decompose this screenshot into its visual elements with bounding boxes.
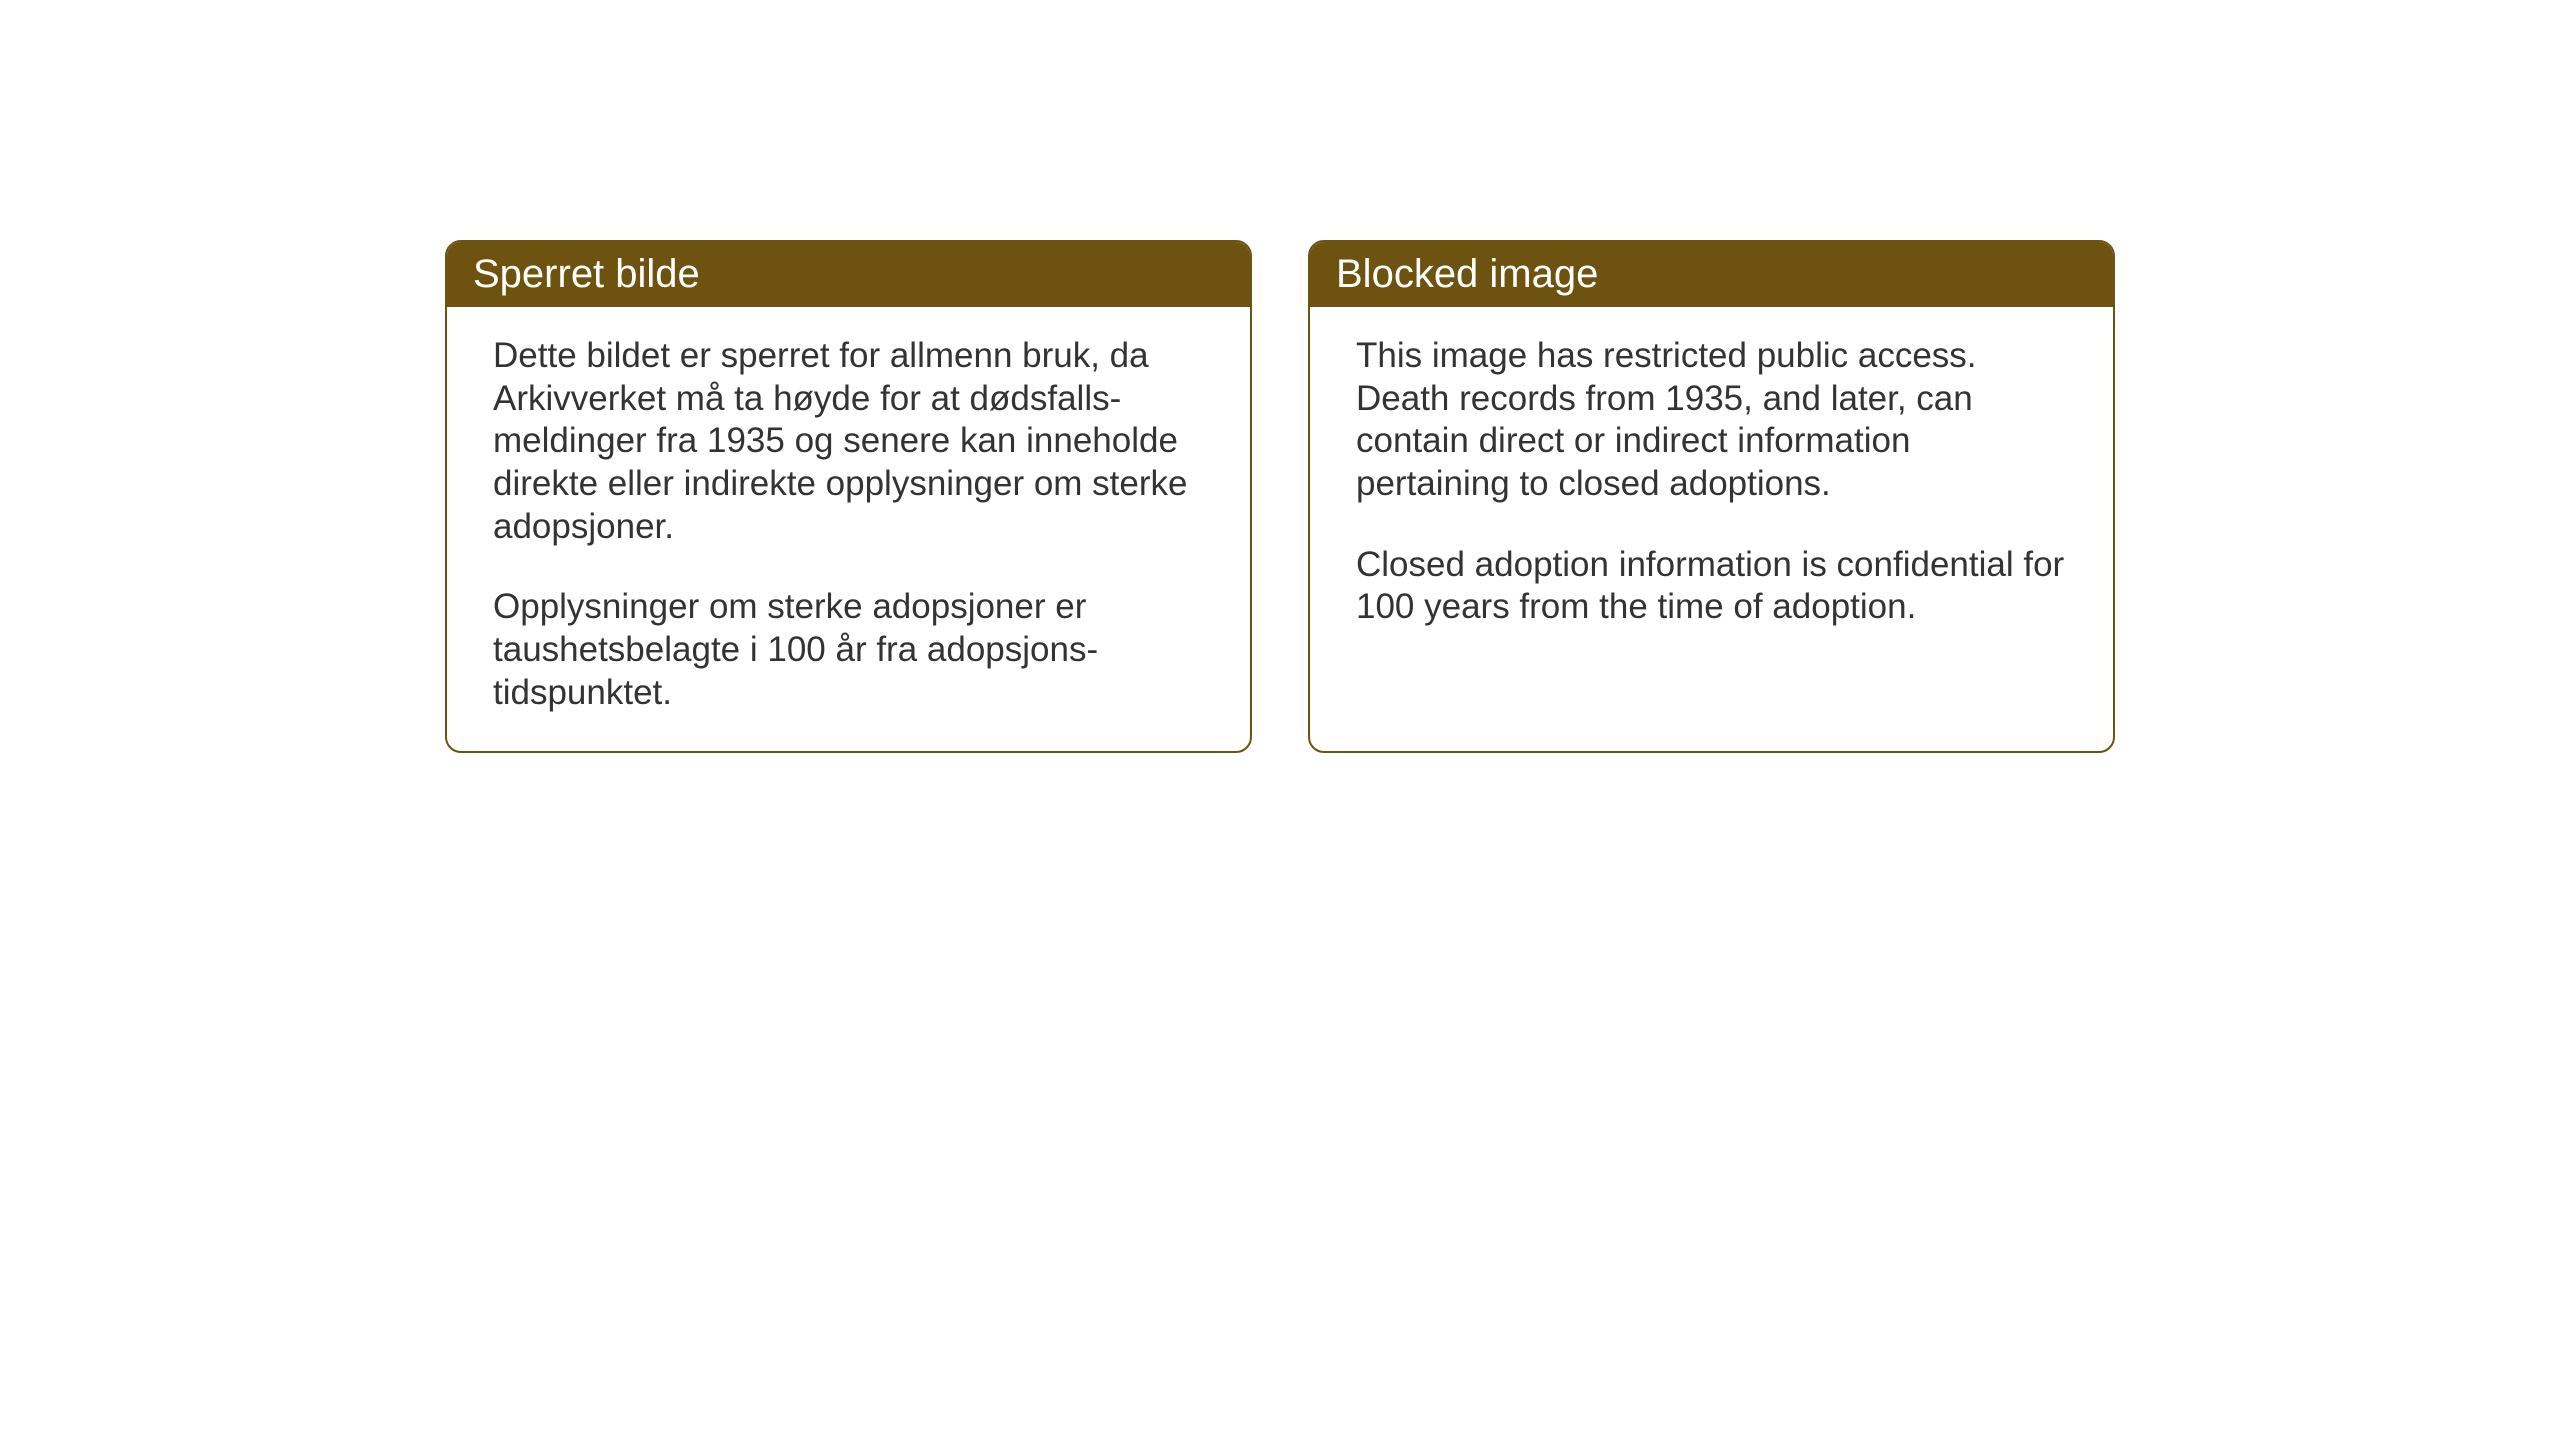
card-paragraph: Closed adoption information is confident…	[1356, 544, 2067, 629]
card-body-norwegian: Dette bildet er sperret for allmenn bruk…	[447, 307, 1250, 751]
card-paragraph: Dette bildet er sperret for allmenn bruk…	[493, 335, 1204, 548]
card-title: Blocked image	[1336, 252, 1598, 296]
card-header-norwegian: Sperret bilde	[447, 242, 1250, 307]
card-paragraph: Opplysninger om sterke adopsjoner er tau…	[493, 586, 1204, 714]
notice-card-english: Blocked image This image has restricted …	[1308, 240, 2115, 753]
card-header-english: Blocked image	[1310, 242, 2113, 307]
card-paragraph: This image has restricted public access.…	[1356, 335, 2067, 506]
card-title: Sperret bilde	[473, 252, 700, 296]
card-body-english: This image has restricted public access.…	[1310, 307, 2113, 665]
notice-cards-container: Sperret bilde Dette bildet er sperret fo…	[445, 240, 2115, 753]
notice-card-norwegian: Sperret bilde Dette bildet er sperret fo…	[445, 240, 1252, 753]
